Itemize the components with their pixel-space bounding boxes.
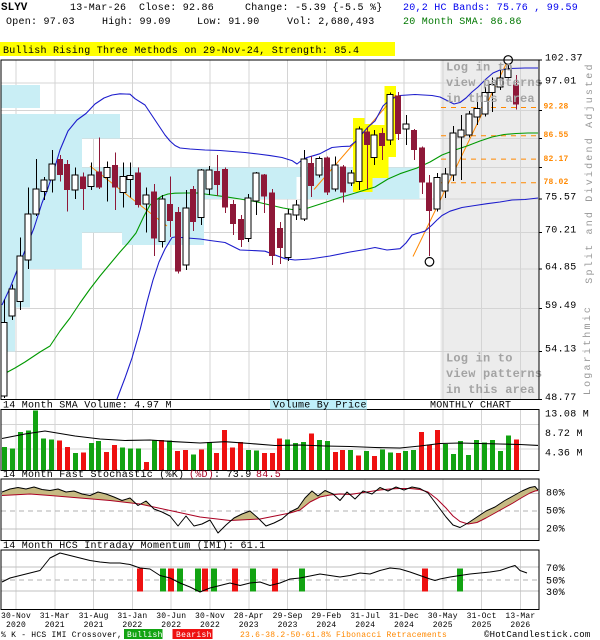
svg-text:High: 99.09: High: 99.09 bbox=[102, 16, 171, 28]
svg-text:102.37: 102.37 bbox=[545, 54, 583, 65]
svg-text:13.08 M: 13.08 M bbox=[545, 410, 589, 421]
svg-text:Split and Dividend Adjusted: Split and Dividend Adjusted bbox=[584, 62, 596, 283]
svg-text:30-Jun: 30-Jun bbox=[156, 612, 186, 621]
svg-text:23.6-38.2-50-61.8% Fibonacci R: 23.6-38.2-50-61.8% Fibonacci Retracement… bbox=[240, 631, 447, 640]
svg-text:14 Month Fast Stochastic (%K): 14 Month Fast Stochastic (%K) bbox=[3, 469, 184, 481]
svg-text:31-Aug: 31-Aug bbox=[79, 612, 109, 621]
svg-text:Log in to: Log in to bbox=[446, 352, 513, 366]
svg-text:48.77: 48.77 bbox=[545, 393, 577, 404]
svg-text:59.49: 59.49 bbox=[545, 301, 577, 312]
svg-text:20 Month SMA: 86.86: 20 Month SMA: 86.86 bbox=[403, 16, 522, 28]
svg-text:©HotCandlestick.com: ©HotCandlestick.com bbox=[484, 630, 590, 640]
svg-text:2023: 2023 bbox=[239, 621, 259, 630]
svg-text:29-Feb: 29-Feb bbox=[311, 612, 341, 621]
svg-text:31-Oct: 31-Oct bbox=[467, 612, 497, 621]
svg-text:13-Mar-26: 13-Mar-26 bbox=[70, 3, 126, 14]
svg-text:29-Sep: 29-Sep bbox=[273, 612, 303, 621]
svg-text:: 73.9: : 73.9 bbox=[214, 470, 252, 481]
svg-text:86.55: 86.55 bbox=[544, 131, 569, 140]
svg-text:view patterns: view patterns bbox=[446, 367, 542, 381]
svg-text:2024: 2024 bbox=[355, 621, 375, 630]
svg-text:2025: 2025 bbox=[472, 621, 492, 630]
svg-text:30-Nov: 30-Nov bbox=[195, 612, 225, 621]
svg-text:(%D): (%D) bbox=[189, 469, 214, 481]
svg-text:31-Mar: 31-Mar bbox=[40, 612, 70, 621]
svg-text:2024: 2024 bbox=[394, 621, 414, 630]
svg-text:20%: 20% bbox=[546, 525, 565, 536]
svg-text:Open: 97.03: Open: 97.03 bbox=[6, 17, 75, 28]
svg-text:50%: 50% bbox=[546, 507, 565, 518]
svg-text:97.01: 97.01 bbox=[545, 77, 577, 88]
svg-text:80%: 80% bbox=[546, 489, 565, 500]
svg-text:84.5: 84.5 bbox=[256, 470, 281, 481]
svg-text:50%: 50% bbox=[546, 577, 565, 588]
svg-text:54.13: 54.13 bbox=[545, 345, 577, 356]
svg-text:Vol: 2,680,493: Vol: 2,680,493 bbox=[287, 16, 375, 28]
svg-text:2023: 2023 bbox=[278, 621, 298, 630]
svg-text:2021: 2021 bbox=[84, 621, 104, 630]
svg-text:31-Jan: 31-Jan bbox=[117, 612, 147, 621]
svg-text:Logarithmic: Logarithmic bbox=[582, 305, 594, 395]
svg-text:2022: 2022 bbox=[200, 621, 220, 630]
svg-text:4.36 M: 4.36 M bbox=[545, 449, 583, 460]
svg-text:30-May: 30-May bbox=[428, 612, 458, 621]
svg-text:14 Month HCS Intraday Momentum: 14 Month HCS Intraday Momentum (IMI): 61… bbox=[3, 540, 266, 552]
svg-text:30%: 30% bbox=[546, 588, 565, 599]
svg-text:in this area: in this area bbox=[446, 383, 535, 397]
svg-text:2025: 2025 bbox=[433, 621, 453, 630]
svg-text:2021: 2021 bbox=[45, 621, 65, 630]
svg-text:31-Jul: 31-Jul bbox=[350, 612, 380, 621]
svg-text:31-Dec: 31-Dec bbox=[389, 612, 419, 621]
svg-text:Close: 92.86: Close: 92.86 bbox=[139, 2, 214, 14]
svg-text:% K - HCS IMI Crossover,: % K - HCS IMI Crossover, bbox=[1, 631, 122, 640]
svg-text:Change: -5.39 {-5.5 %}: Change: -5.39 {-5.5 %} bbox=[245, 2, 383, 14]
svg-text:70%: 70% bbox=[546, 564, 565, 575]
svg-text:Log in to: Log in to bbox=[446, 61, 513, 75]
svg-text:Bullish Rising Three Methods o: Bullish Rising Three Methods on 29-Nov-2… bbox=[3, 45, 359, 57]
svg-text:in this area: in this area bbox=[446, 92, 535, 106]
svg-text:Volume By Price: Volume By Price bbox=[273, 400, 367, 412]
svg-text:70.21: 70.21 bbox=[545, 226, 577, 237]
svg-text:30-Nov: 30-Nov bbox=[1, 612, 31, 621]
svg-text:SLYV: SLYV bbox=[1, 2, 28, 14]
svg-text:78.02: 78.02 bbox=[544, 178, 569, 187]
svg-text:2026: 2026 bbox=[510, 621, 530, 630]
svg-text:Bullish: Bullish bbox=[127, 631, 163, 640]
svg-text:13-Mar: 13-Mar bbox=[505, 612, 535, 621]
svg-text:92.28: 92.28 bbox=[544, 103, 569, 112]
svg-text:MONTHLY CHART: MONTHLY CHART bbox=[430, 401, 511, 412]
svg-text:14 Month SMA Volume: 4.97 M: 14 Month SMA Volume: 4.97 M bbox=[3, 400, 172, 412]
svg-text:Low: 91.90: Low: 91.90 bbox=[197, 17, 260, 28]
svg-text:64.85: 64.85 bbox=[545, 263, 577, 274]
svg-text:28-Apr: 28-Apr bbox=[234, 612, 264, 621]
svg-text:view patterns: view patterns bbox=[446, 76, 542, 90]
svg-text:75.57: 75.57 bbox=[545, 193, 577, 204]
svg-text:2024: 2024 bbox=[316, 621, 336, 630]
svg-text:Bearish: Bearish bbox=[176, 631, 212, 640]
svg-text:20,2 HC Bands: 75.76 , 99.59: 20,2 HC Bands: 75.76 , 99.59 bbox=[403, 2, 578, 14]
svg-text:2020: 2020 bbox=[6, 621, 26, 630]
svg-text:82.17: 82.17 bbox=[544, 155, 569, 164]
svg-text:2022: 2022 bbox=[161, 621, 181, 630]
svg-text:8.72 M: 8.72 M bbox=[545, 429, 583, 440]
svg-text:2022: 2022 bbox=[122, 621, 142, 630]
